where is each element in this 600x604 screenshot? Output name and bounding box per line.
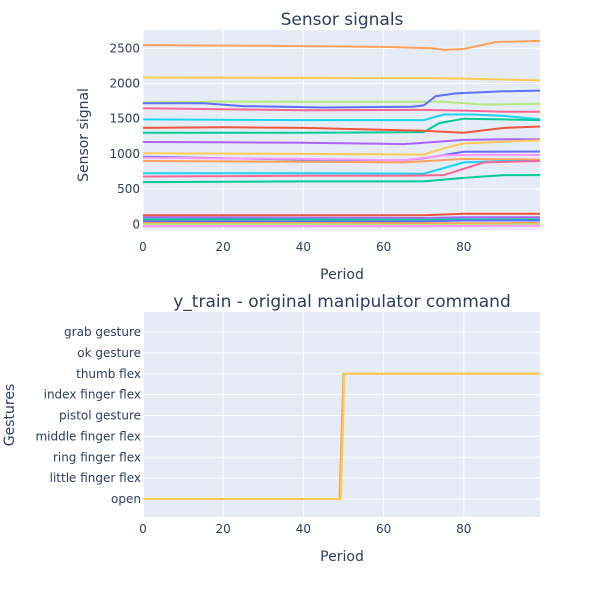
sensor-signals-chart: 0 20 40 60 80 0 500 1000 1500 2000 2500 Sensor sig… (76, 10, 540, 283)
series-line-18 (143, 217, 540, 218)
y-tick-label: open (111, 492, 141, 506)
y-tick-label: pistol gesture (59, 409, 141, 423)
x-tick-label: 40 (296, 522, 311, 536)
y-train-chart: 0 20 40 60 80 open little finger flex ring fing… (2, 292, 540, 565)
y-tick-label: little finger flex (50, 471, 141, 485)
y-tick-label: 2500 (109, 41, 140, 55)
y-tick-label: 500 (117, 182, 140, 196)
chart-title-1: Sensor signals (281, 10, 404, 30)
y-axis-title-1: Sensor signal (76, 88, 92, 182)
chart-title-2: y_train - original manipulator command (173, 292, 511, 312)
y-tick-label: 0 (132, 217, 140, 231)
x-tick-label: 60 (376, 522, 391, 536)
series-line-20 (143, 221, 540, 222)
y-tick-label: middle finger flex (35, 429, 141, 443)
y-tick-label: 1500 (109, 112, 140, 126)
x-tick-label: 80 (456, 240, 471, 254)
y-tick-label: 1000 (109, 147, 140, 161)
x-tick-label: 0 (139, 522, 147, 536)
x-tick-label: 0 (139, 240, 147, 254)
x-tick-label: 20 (216, 240, 231, 254)
y-axis-title-2: Gestures (2, 384, 18, 446)
y-tick-label: ring finger flex (53, 450, 141, 464)
x-axis-title-2: Period (320, 549, 364, 565)
x-tick-label: 20 (216, 522, 231, 536)
y-tick-label: index finger flex (44, 388, 141, 402)
x-axis-title-1: Period (320, 267, 364, 283)
y-tick-label: 2000 (109, 77, 140, 91)
y-tick-label: ok gesture (77, 346, 141, 360)
x-tick-label: 40 (296, 240, 311, 254)
x-tick-label: 80 (456, 522, 471, 536)
y-tick-label: thumb flex (76, 367, 141, 381)
x-tick-label: 60 (376, 240, 391, 254)
y-tick-label: grab gesture (64, 325, 141, 339)
